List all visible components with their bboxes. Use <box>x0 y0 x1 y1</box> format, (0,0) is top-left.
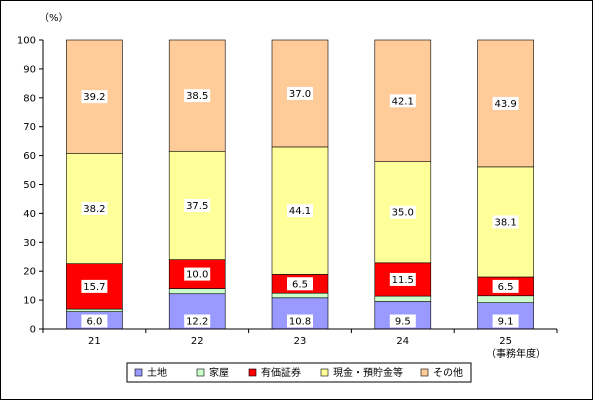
data-label: 38.2 <box>83 204 105 215</box>
data-label: 6.5 <box>498 282 514 293</box>
data-label-box <box>81 201 108 215</box>
data-label: 10.0 <box>186 270 208 281</box>
data-label: 9.1 <box>498 317 514 328</box>
x-tick-label: 24 <box>396 336 409 347</box>
y-tick-label: 80 <box>23 93 36 104</box>
data-label-box <box>184 314 211 328</box>
data-label-box <box>492 314 519 328</box>
bar-segment <box>271 292 329 299</box>
data-label-box <box>492 96 519 110</box>
y-unit-label: （%） <box>39 12 69 24</box>
legend-label: その他 <box>433 366 463 379</box>
data-label: 6.5 <box>292 279 308 290</box>
data-label-box <box>287 204 313 218</box>
data-label: 12.2 <box>186 317 208 328</box>
legend-label: 有価証券 <box>261 366 301 379</box>
data-label-box <box>184 267 211 281</box>
legend-swatch <box>134 368 143 377</box>
bar-segment <box>374 295 432 302</box>
legend-swatch <box>420 368 429 377</box>
data-label: 10.8 <box>289 317 311 328</box>
legend-label: 土地 <box>147 366 167 379</box>
y-tick-label: 70 <box>23 122 36 133</box>
data-label: 35.0 <box>392 208 414 219</box>
data-label-box <box>81 279 108 293</box>
y-tick-label: 90 <box>23 64 36 75</box>
stacked-bar-23: 10.81.66.544.137.0 <box>271 39 329 330</box>
data-label-box <box>81 90 108 104</box>
y-tick-label: 100 <box>17 36 36 47</box>
data-label: 38.5 <box>186 91 208 102</box>
y-tick-label: 0 <box>30 325 36 336</box>
data-label-box <box>81 314 108 328</box>
data-label-box <box>287 86 313 100</box>
legend-swatch <box>248 368 257 377</box>
legend-box <box>126 362 472 383</box>
stacked-bar-22: 12.21.810.037.538.5 <box>168 39 226 330</box>
data-label: 37.0 <box>289 89 311 100</box>
x-unit-label: （事務年度） <box>486 347 546 360</box>
data-label-box <box>389 314 416 328</box>
data-label: 6.0 <box>86 317 102 328</box>
data-label-box <box>184 89 211 103</box>
legend-label: 現金・預貯金等 <box>333 366 403 379</box>
data-label: 44.1 <box>289 206 311 217</box>
x-tick-label: 22 <box>191 336 204 347</box>
data-label-box <box>389 205 416 219</box>
data-label: 11.5 <box>392 275 414 286</box>
data-label: 15.7 <box>83 282 105 293</box>
legend-swatch <box>196 368 205 377</box>
x-tick-label: 21 <box>88 336 101 347</box>
y-tick-label: 50 <box>23 180 36 191</box>
data-label: 42.1 <box>392 96 414 107</box>
bar-segment <box>66 308 123 312</box>
y-tick-label: 60 <box>23 151 36 162</box>
y-tick-label: 20 <box>23 267 36 278</box>
y-tick-label: 10 <box>23 296 36 307</box>
data-label: 38.1 <box>494 217 516 228</box>
stacked-bar-25: 9.12.46.538.143.9 <box>477 39 534 330</box>
data-label-box <box>492 215 519 229</box>
legend: 土地 家屋 有価証券 現金・預貯金等 その他 <box>126 362 472 383</box>
data-label: 43.9 <box>494 99 516 110</box>
legend-swatch <box>320 368 329 377</box>
data-label: 39.2 <box>83 92 105 103</box>
data-label-box <box>287 314 313 328</box>
data-label-box <box>389 272 416 286</box>
data-label: 9.5 <box>395 317 411 328</box>
x-tick-label: 25 <box>499 336 512 347</box>
data-label-box <box>287 277 313 291</box>
legend-label: 家屋 <box>209 366 229 379</box>
bar-segment <box>168 288 226 295</box>
y-tick-label: 30 <box>23 238 36 249</box>
x-tick-label: 23 <box>294 336 307 347</box>
y-tick-label: 40 <box>23 209 36 220</box>
bar-segment <box>374 39 432 162</box>
bar-segment <box>477 295 534 304</box>
stacked-bar-21: 6.00.915.738.239.2 <box>66 39 123 330</box>
stacked-bar-24: 9.51.911.535.042.1 <box>374 39 432 330</box>
data-label-box <box>492 279 519 293</box>
data-label: 37.5 <box>186 201 208 212</box>
data-label-box <box>389 94 416 108</box>
data-label-box <box>184 198 211 212</box>
